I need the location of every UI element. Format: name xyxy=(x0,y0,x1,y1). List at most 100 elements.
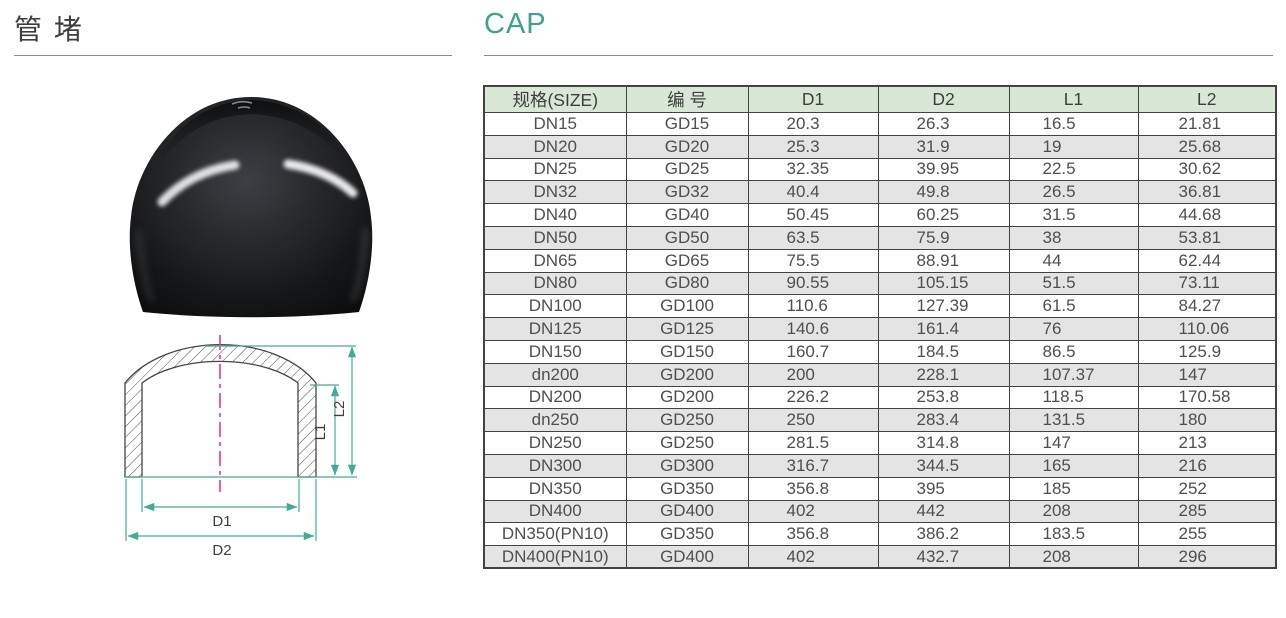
table-cell: 22.5 xyxy=(1008,157,1139,182)
table-cell: GD300 xyxy=(625,453,749,478)
table-cell: DN200 xyxy=(483,385,627,410)
table-cell: DN350 xyxy=(483,476,627,501)
table-cell: GD20 xyxy=(625,134,749,159)
table-cell: DN40 xyxy=(483,203,627,227)
table-cell: 110.6 xyxy=(747,294,879,319)
table-cell: DN32 xyxy=(483,180,627,205)
table-cell: 30.62 xyxy=(1137,157,1277,182)
table-row: DN20 GD20 25.3 31.9 19 25.68 xyxy=(483,134,1277,159)
table-cell: DN80 xyxy=(483,271,627,296)
table-cell: 25.68 xyxy=(1137,134,1277,159)
table-cell: 75.9 xyxy=(877,225,1010,250)
table-row: DN65 GD65 75.5 88.91 44 62.44 xyxy=(483,248,1277,273)
table-cell: 208 xyxy=(1008,545,1139,569)
title-underline-left xyxy=(14,55,452,56)
table-cell: 32.35 xyxy=(747,157,879,182)
table-header-row: 规格(SIZE) 编 号 D1 D2 L1 L2 xyxy=(483,85,1277,113)
table-cell: DN100 xyxy=(483,294,627,319)
table-row: DN400(PN10) GD400 402 432.7 208 296 xyxy=(483,545,1277,569)
table-cell: 147 xyxy=(1008,431,1139,455)
table-cell: DN400(PN10) xyxy=(483,545,627,569)
table-cell: GD400 xyxy=(625,499,749,524)
table-cell: GD125 xyxy=(625,317,749,341)
table-cell: DN150 xyxy=(483,339,627,364)
table-cell: 180 xyxy=(1137,408,1277,433)
table-row: dn250 GD250 250 283.4 131.5 180 xyxy=(483,408,1277,433)
cap-silhouette xyxy=(129,97,373,318)
table-cell: 88.91 xyxy=(877,248,1010,273)
column-header: D1 xyxy=(747,85,879,113)
label-l1: L1 xyxy=(312,424,329,441)
table-cell: 252 xyxy=(1137,476,1277,501)
table-cell: GD100 xyxy=(625,294,749,319)
table-cell: 86.5 xyxy=(1008,339,1139,364)
table-cell: GD150 xyxy=(625,339,749,364)
table-row: DN40 GD40 50.45 60.25 31.5 44.68 xyxy=(483,203,1277,227)
table-cell: DN300 xyxy=(483,453,627,478)
table-cell: 253.8 xyxy=(877,385,1010,410)
table-cell: DN25 xyxy=(483,157,627,182)
table-row: DN125 GD125 140.6 161.4 76 110.06 xyxy=(483,317,1277,341)
table-cell: 131.5 xyxy=(1008,408,1139,433)
table-row: DN350 GD350 356.8 395 185 252 xyxy=(483,476,1277,501)
label-l2: L2 xyxy=(331,401,348,418)
column-header: D2 xyxy=(877,85,1010,113)
table-cell: 84.27 xyxy=(1137,294,1277,319)
table-cell: DN15 xyxy=(483,112,627,136)
technical-drawing: D1 D2 L1 L2 xyxy=(124,335,357,559)
table-cell: 184.5 xyxy=(877,339,1010,364)
table-cell: 356.8 xyxy=(747,522,879,547)
size-table: 规格(SIZE) 编 号 D1 D2 L1 L2 DN15 GD15 20.3 26.3 16.5… xyxy=(483,85,1277,570)
table-cell: 44 xyxy=(1008,248,1139,273)
table-cell: 73.11 xyxy=(1137,271,1277,296)
dimension-lines xyxy=(127,346,357,541)
table-cell: 21.81 xyxy=(1137,112,1277,136)
table-cell: 31.5 xyxy=(1008,203,1139,227)
table-cell: 127.39 xyxy=(877,294,1010,319)
table-cell: dn200 xyxy=(483,362,627,387)
table-cell: 75.5 xyxy=(747,248,879,273)
product-photo xyxy=(129,97,373,318)
table-cell: 200 xyxy=(747,362,879,387)
page-title-english: CAP xyxy=(484,8,547,40)
table-cell: 160.7 xyxy=(747,339,879,364)
title-underline-right xyxy=(484,55,1273,56)
table-cell: 165 xyxy=(1008,453,1139,478)
table-cell: 226.2 xyxy=(747,385,879,410)
table-cell: 228.1 xyxy=(877,362,1010,387)
table-cell: 118.5 xyxy=(1008,385,1139,410)
table-cell: 314.8 xyxy=(877,431,1010,455)
table-row: DN15 GD15 20.3 26.3 16.5 21.81 xyxy=(483,112,1277,136)
table-cell: GD50 xyxy=(625,225,749,250)
table-cell: dn250 xyxy=(483,408,627,433)
table-cell: 39.95 xyxy=(877,157,1010,182)
table-cell: 50.45 xyxy=(747,203,879,227)
table-cell: GD350 xyxy=(625,476,749,501)
extension-lines xyxy=(125,345,357,541)
table-cell: 107.37 xyxy=(1008,362,1139,387)
table-cell: 19 xyxy=(1008,134,1139,159)
table-cell: DN350(PN10) xyxy=(483,522,627,547)
table-cell: 402 xyxy=(747,499,879,524)
table-cell: 281.5 xyxy=(747,431,879,455)
table-row: DN80 GD80 90.55 105.15 51.5 73.11 xyxy=(483,271,1277,296)
table-cell: 185 xyxy=(1008,476,1139,501)
table-cell: GD25 xyxy=(625,157,749,182)
table-cell: 40.4 xyxy=(747,180,879,205)
table-row: DN250 GD250 281.5 314.8 147 213 xyxy=(483,431,1277,455)
table-cell: 183.5 xyxy=(1008,522,1139,547)
table-cell: 147 xyxy=(1137,362,1277,387)
table-cell: 216 xyxy=(1137,453,1277,478)
table-cell: 60.25 xyxy=(877,203,1010,227)
table-cell: 51.5 xyxy=(1008,271,1139,296)
table-cell: 20.3 xyxy=(747,112,879,136)
table-row: dn200 GD200 200 228.1 107.37 147 xyxy=(483,362,1277,387)
table-cell: 161.4 xyxy=(877,317,1010,341)
table-cell: 16.5 xyxy=(1008,112,1139,136)
table-cell: 386.2 xyxy=(877,522,1010,547)
table-cell: 105.15 xyxy=(877,271,1010,296)
table-cell: 125.9 xyxy=(1137,339,1277,364)
table-cell: 442 xyxy=(877,499,1010,524)
table-cell: 296 xyxy=(1137,545,1277,569)
column-header: 编 号 xyxy=(625,85,749,113)
